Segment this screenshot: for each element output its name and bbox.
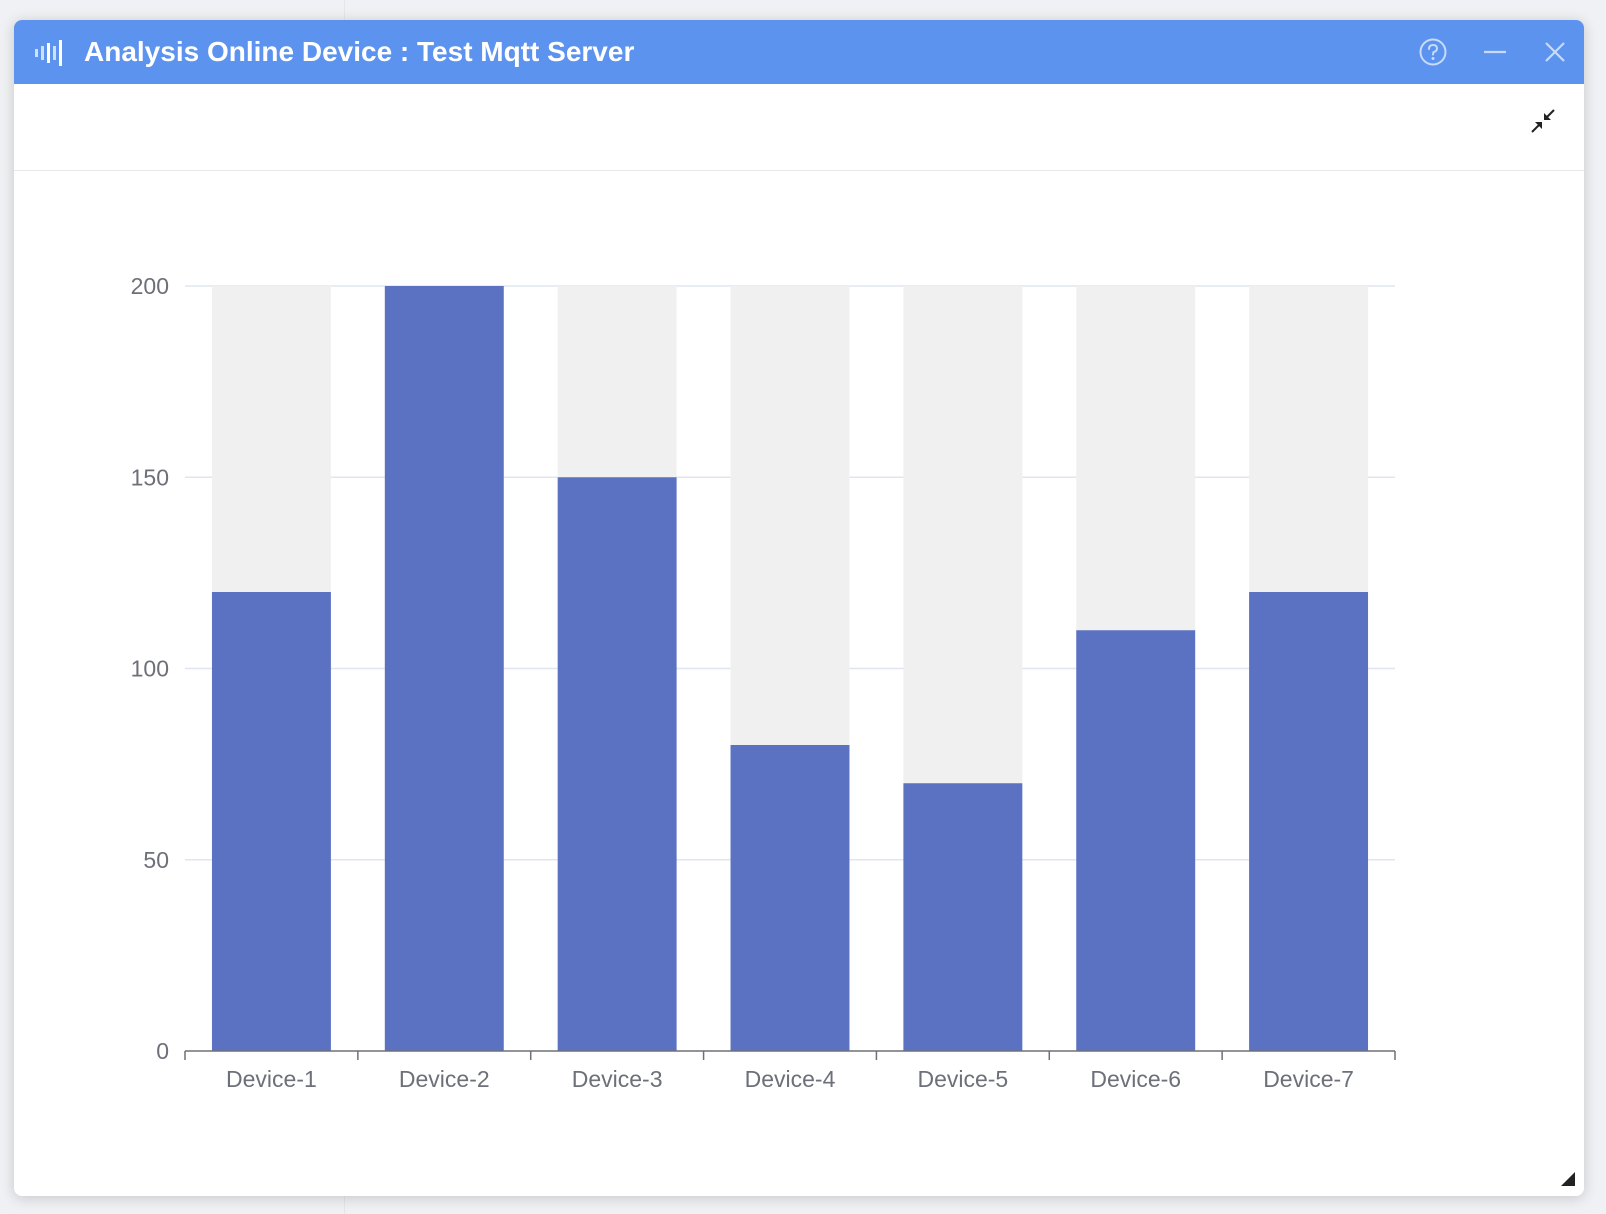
x-tick-label: Device-2 xyxy=(399,1066,490,1092)
bar-device-4 xyxy=(730,745,850,1051)
window-toolbar xyxy=(14,84,1584,171)
bar-device-5 xyxy=(903,783,1023,1051)
y-tick-label: 0 xyxy=(156,1038,169,1064)
bar-device-7 xyxy=(1249,592,1369,1051)
x-tick-label: Device-3 xyxy=(572,1066,663,1092)
minimize-icon xyxy=(1484,50,1506,54)
resize-corner-icon[interactable] xyxy=(1559,1170,1575,1186)
minimize-button[interactable] xyxy=(1480,37,1510,67)
x-tick-label: Device-6 xyxy=(1090,1066,1181,1092)
y-tick-label: 50 xyxy=(143,847,169,873)
close-button[interactable] xyxy=(1540,37,1570,67)
help-circle-icon xyxy=(1419,38,1447,66)
y-tick-label: 150 xyxy=(131,464,169,490)
window-title: Analysis Online Device : Test Mqtt Serve… xyxy=(84,36,635,67)
bar-device-2 xyxy=(384,286,504,1051)
x-tick-label: Device-5 xyxy=(917,1066,1008,1092)
x-tick-label: Device-7 xyxy=(1263,1066,1354,1092)
window-titlebar[interactable]: Analysis Online Device : Test Mqtt Serve… xyxy=(14,20,1584,84)
x-tick-label: Device-1 xyxy=(226,1066,317,1092)
y-tick-label: 200 xyxy=(131,273,169,299)
bar-device-1 xyxy=(211,592,331,1051)
bar-device-6 xyxy=(1076,630,1196,1051)
close-icon xyxy=(1545,42,1565,62)
bar-device-3 xyxy=(557,477,677,1051)
signal-bars-icon xyxy=(35,40,62,66)
collapse-button[interactable] xyxy=(1528,106,1558,136)
help-button[interactable] xyxy=(1418,37,1448,67)
y-tick-label: 100 xyxy=(131,656,169,682)
chart-window: Analysis Online Device : Test Mqtt Serve… xyxy=(14,20,1584,1196)
online-device-bar-chart: 0 50 100 150 200 Device-1 Device-2 Device-3 Devi… xyxy=(131,273,1396,1092)
collapse-arrows-icon xyxy=(1531,109,1555,133)
x-tick-label: Device-4 xyxy=(745,1066,836,1092)
